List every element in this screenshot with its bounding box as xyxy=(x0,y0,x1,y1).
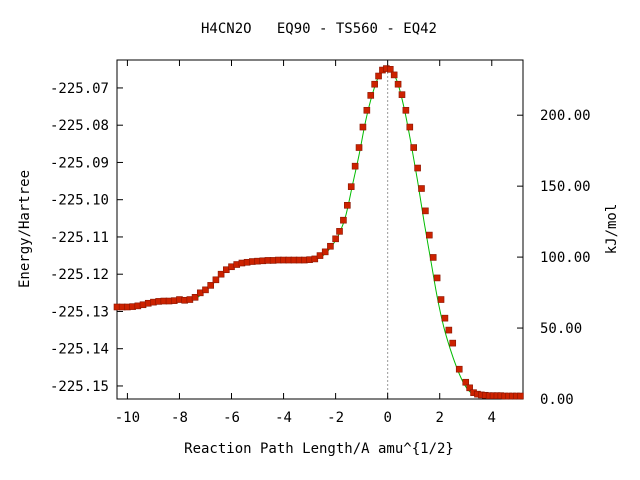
data-point xyxy=(437,296,445,303)
y-tick-label: -225.13 xyxy=(50,304,109,320)
x-tick-label: -6 xyxy=(223,410,240,426)
data-point xyxy=(202,286,209,294)
data-point xyxy=(406,123,414,131)
data-point xyxy=(327,242,334,250)
data-point xyxy=(355,144,363,151)
data-point xyxy=(316,252,324,259)
x-tick-label: 0 xyxy=(383,410,391,426)
data-point xyxy=(517,392,524,400)
data-point xyxy=(311,255,319,263)
data-point xyxy=(332,235,339,243)
y-axis-label: Energy/Hartree xyxy=(17,170,33,288)
x-tick-label: 2 xyxy=(435,410,443,426)
y-tick-label: -225.11 xyxy=(50,230,109,246)
energy-curve xyxy=(116,67,524,397)
data-point xyxy=(418,185,425,192)
y-tick-label: -225.08 xyxy=(50,118,109,134)
y2-tick-label: 50.00 xyxy=(540,321,582,337)
data-point xyxy=(422,207,429,215)
data-point xyxy=(212,276,220,284)
data-point xyxy=(414,164,421,172)
data-point xyxy=(402,106,410,114)
data-point xyxy=(344,201,351,209)
chart-title: H4CN2O EQ90 - TS560 - EQ42 xyxy=(201,21,437,37)
data-point xyxy=(336,228,343,235)
data-point xyxy=(398,91,406,98)
data-point xyxy=(375,72,382,80)
y-tick-label: -225.14 xyxy=(50,342,109,358)
data-point xyxy=(455,365,463,373)
data-point xyxy=(441,314,449,322)
data-point xyxy=(371,80,378,88)
data-point xyxy=(340,216,347,224)
x-tick-label: -4 xyxy=(275,410,292,426)
data-point xyxy=(390,71,398,79)
x-tick-label: 4 xyxy=(488,410,496,426)
data-point xyxy=(445,326,453,334)
y2-axis-label: kJ/mol xyxy=(604,204,620,255)
y-tick-label: -225.07 xyxy=(50,81,109,97)
y-tick-label: -225.12 xyxy=(50,267,109,283)
data-point xyxy=(191,293,199,301)
data-point xyxy=(321,248,329,256)
y2-tick-label: 150.00 xyxy=(540,179,591,195)
y-tick-label: -225.09 xyxy=(50,155,109,171)
data-point xyxy=(410,144,417,151)
x-axis-label: Reaction Path Length/A amu^{1/2} xyxy=(184,441,454,457)
data-point xyxy=(426,231,433,239)
data-point xyxy=(462,378,470,386)
x-tick-label: -8 xyxy=(171,410,188,426)
data-point xyxy=(466,384,473,392)
data-point xyxy=(367,92,375,99)
data-point xyxy=(347,183,355,190)
plot-frame xyxy=(116,59,524,400)
data-point xyxy=(351,162,359,170)
y-tick-label: -225.10 xyxy=(50,193,109,209)
data-point xyxy=(217,270,225,278)
data-point xyxy=(386,66,394,73)
y2-tick-label: 200.00 xyxy=(540,108,591,124)
plot-area: -10 -8 -6 -4 -2 0 2 4 -225.07 -225.08 -225.09 -225.… xyxy=(50,59,591,426)
data-point xyxy=(359,123,367,131)
y2-tick-label: 100.00 xyxy=(540,250,591,266)
y-tick-label: -225.15 xyxy=(50,379,109,395)
data-point xyxy=(363,106,371,114)
data-point xyxy=(449,339,457,347)
data-point xyxy=(207,282,214,289)
data-point xyxy=(394,80,402,88)
y2-tick-label: 0.00 xyxy=(540,392,574,408)
data-point xyxy=(433,274,441,282)
data-point xyxy=(429,254,437,261)
x-tick-label: -10 xyxy=(115,410,140,426)
x-tick-label: -2 xyxy=(327,410,344,426)
